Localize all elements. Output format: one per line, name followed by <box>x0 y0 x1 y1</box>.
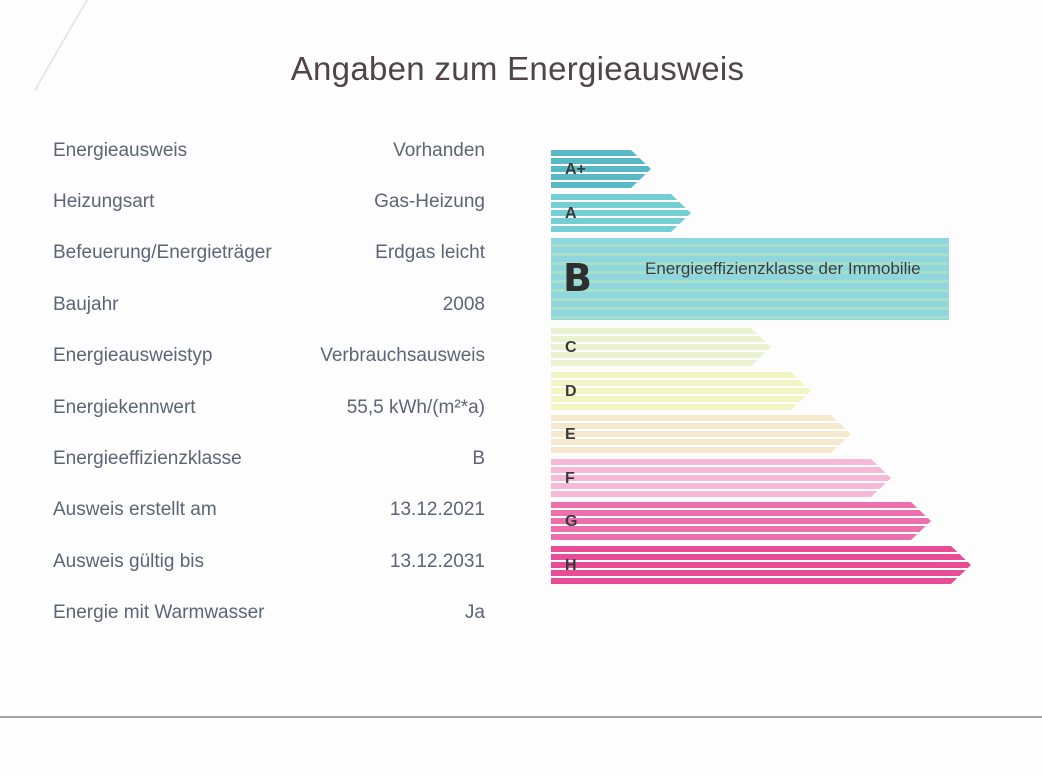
detail-row-baujahr: Baujahr 2008 <box>53 279 485 330</box>
energy-bar-label: C <box>565 339 577 356</box>
detail-label: Ausweis erstellt am <box>53 499 217 521</box>
energy-bar-label: E <box>565 426 576 443</box>
energy-bar-label: F <box>565 470 575 487</box>
active-class-description: Energieeffizienzklasse der Immobilie <box>645 259 921 278</box>
detail-value: Erdgas leicht <box>375 242 485 264</box>
detail-row-energieausweis: Energieausweis Vorhanden <box>53 125 485 176</box>
detail-label: Energieeffizienzklasse <box>53 448 242 470</box>
energy-bar-a: A <box>551 194 691 232</box>
active-class-label: B <box>563 256 592 300</box>
detail-label: Baujahr <box>53 293 119 315</box>
energy-bar-label: G <box>565 513 578 530</box>
energy-bar-label: A <box>565 205 577 222</box>
divider-line <box>0 716 1042 718</box>
detail-row-gueltig: Ausweis gültig bis 13.12.2031 <box>53 536 485 587</box>
detail-row-energiekennwert: Energiekennwert 55,5 kWh/(m²*a) <box>53 382 485 433</box>
energy-bar-e: E <box>551 415 851 453</box>
detail-label: Energieausweistyp <box>53 345 213 367</box>
details-table: Energieausweis Vorhanden Heizungsart Gas… <box>53 125 485 639</box>
detail-value: 13.12.2021 <box>389 499 485 521</box>
detail-value: Ja <box>464 602 485 624</box>
energy-bar-g: G <box>551 502 931 540</box>
energy-bar-c: C <box>551 328 771 366</box>
detail-label: Befeuerung/Energieträger <box>53 242 272 264</box>
detail-row-erstellt: Ausweis erstellt am 13.12.2021 <box>53 485 485 536</box>
detail-value: Verbrauchsausweis <box>320 345 485 367</box>
detail-value: B <box>472 448 485 470</box>
energy-bar-b-active: B Energieeffizienzklasse der Immobilie <box>551 238 949 320</box>
detail-row-warmwasser: Energie mit Warmwasser Ja <box>53 588 485 639</box>
detail-value: 2008 <box>442 293 485 315</box>
energy-bar-h: H <box>551 546 971 584</box>
energy-bar-label: H <box>565 557 577 574</box>
detail-row-befeuerung: Befeuerung/Energieträger Erdgas leicht <box>53 228 485 279</box>
page-title: Angaben zum Energieausweis <box>290 50 745 87</box>
energy-bar-f: F <box>551 459 891 497</box>
detail-label: Energiekennwert <box>53 396 196 418</box>
detail-label: Energieausweis <box>53 139 188 161</box>
detail-row-energieeffizienzklasse: Energieeffizienzklasse B <box>53 433 485 484</box>
detail-value: 55,5 kWh/(m²*a) <box>346 396 485 418</box>
detail-row-energieausweistyp: Energieausweistyp Verbrauchsausweis <box>53 331 485 382</box>
detail-row-heizungsart: Heizungsart Gas-Heizung <box>53 176 485 227</box>
energy-bar-a-plus: A+ <box>551 150 651 188</box>
energy-bar-label: D <box>565 383 577 400</box>
energy-bar-d: D <box>551 372 811 410</box>
detail-value: Gas-Heizung <box>374 191 485 213</box>
detail-label: Heizungsart <box>53 191 155 213</box>
energy-class-scale: A+ A B Energieeffizienzklasse der Immobi… <box>551 150 981 590</box>
detail-value: Vorhanden <box>393 139 485 161</box>
detail-value: 13.12.2031 <box>389 550 485 572</box>
detail-label: Energie mit Warmwasser <box>53 602 265 624</box>
detail-label: Ausweis gültig bis <box>53 550 205 572</box>
energy-bar-label: A+ <box>565 161 586 178</box>
